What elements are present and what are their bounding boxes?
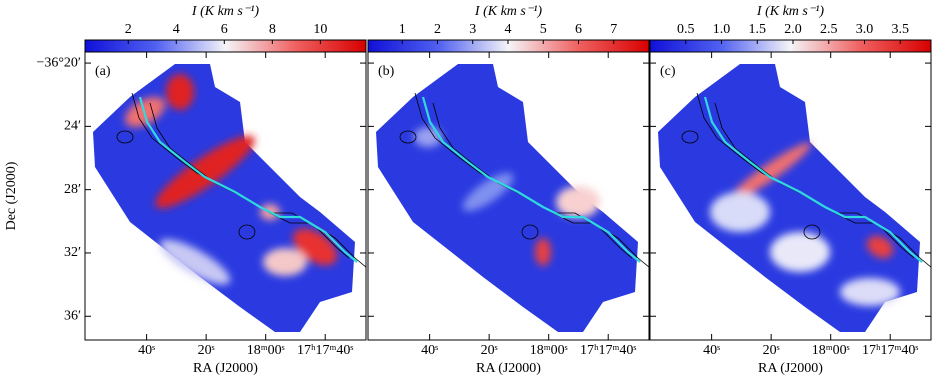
y-tick-label: 36′ [64,308,81,323]
filament [421,96,641,263]
panel-label: (c) [660,64,676,79]
x-axis-label: RA (J2000) [758,361,823,376]
colorbar [367,39,650,53]
contour [399,130,417,144]
map-panel: (b) 1 2 3 4 5 6 7 I (K km s⁻¹) 40ˢ 20ˢ 18ᵐ00ˢ 17ʰ17ᵐ… [367,4,650,376]
emission-blob [840,278,900,306]
map-image [376,64,649,332]
x-tick-label: 20ˢ [198,343,215,358]
colorbar-label: I (K km s⁻¹) [756,4,825,19]
x-axis-label: RA (J2000) [476,361,541,376]
colorbar-tick-label: 2 [434,22,441,37]
filament [138,96,358,263]
colorbar-tick-label: 5 [540,22,547,37]
colorbar-tick-label: 0.5 [677,22,695,37]
x-tick-label: 18ᵐ00ˢ [247,343,285,358]
colorbar-tick-label: 10 [313,22,327,37]
colorbar-tick-label: 1.5 [749,22,767,37]
x-axis-label: RA (J2000) [193,361,258,376]
map-region [93,64,355,332]
x-tick-label: 17ʰ17ᵐ40ˢ [297,343,353,358]
contour [116,130,134,144]
panel-label: (b) [378,64,395,79]
y-tick-label: 32′ [64,245,81,260]
x-tick-label: 40ˢ [421,343,438,358]
contour [681,130,699,144]
colorbar-tick-label: 6 [221,22,228,37]
colorbar-tick-label: 1.0 [713,22,731,37]
emission-blob [535,238,551,266]
colorbar-tick-label: 8 [269,22,276,37]
y-tick-label: 24′ [64,119,81,134]
y-tick-label: −36°20′ [36,55,81,70]
colorbar-tick-label: 1 [399,22,406,37]
panel-label: (a) [95,64,111,79]
x-tick-label: 17ʰ17ᵐ40ˢ [862,343,918,358]
colorbar-tick-label: 3.5 [892,22,910,37]
emission-blob [556,186,600,218]
map-panel: (a) 2 4 6 8 10 I (K km s⁻¹) 40ˢ 20ˢ 18ᵐ00ˢ 17ʰ17ᵐ4… [4,4,367,376]
x-tick-label: 40ˢ [703,343,720,358]
x-tick-label: 20ˢ [481,343,498,358]
map-image [93,64,366,332]
map-image [658,64,931,332]
emission-blob [263,248,307,276]
colorbar-tick-label: 4 [173,22,180,37]
contour [803,224,821,240]
x-tick-label: 20ˢ [763,343,780,358]
map-panel: (c) 0.5 1.0 1.5 2.0 2.5 3.0 3.5 I (K km s⁻¹) 40ˢ 2… [649,4,932,376]
colorbar-tick-label: 2.5 [820,22,838,37]
colorbar-label: I (K km s⁻¹) [191,4,260,19]
emission-blob [155,135,255,209]
emission-blob [770,232,830,272]
emission-blob [166,74,194,110]
contour [521,224,539,240]
y-axis-label: Dec (J2000) [4,161,19,230]
filament [703,96,923,263]
emission-blob [159,239,231,285]
emission-blob [728,142,812,202]
x-tick-label: 40ˢ [138,343,155,358]
colorbar-tick-label: 6 [575,22,582,37]
colorbar [649,39,932,53]
x-tick-label: 17ʰ17ᵐ40ˢ [580,343,636,358]
emission-blob [710,192,770,232]
colorbar-label: I (K km s⁻¹) [474,4,543,19]
x-tick-label: 18ᵐ00ˢ [530,343,568,358]
emission-blob [414,127,442,147]
colorbar-tick-label: 2.0 [784,22,802,37]
contour [238,224,256,240]
colorbar [84,39,367,53]
colorbar-tick-label: 7 [610,22,617,37]
emission [710,142,900,306]
colorbar-tick-label: 3 [469,22,476,37]
emission-blob [866,235,894,259]
x-tick-label: 18ᵐ00ˢ [812,343,850,358]
colorbar-tick-label: 4 [504,22,511,37]
colorbar-tick-label: 3.0 [856,22,874,37]
colorbar-tick-label: 2 [125,22,132,37]
y-tick-label: 28′ [64,182,81,197]
